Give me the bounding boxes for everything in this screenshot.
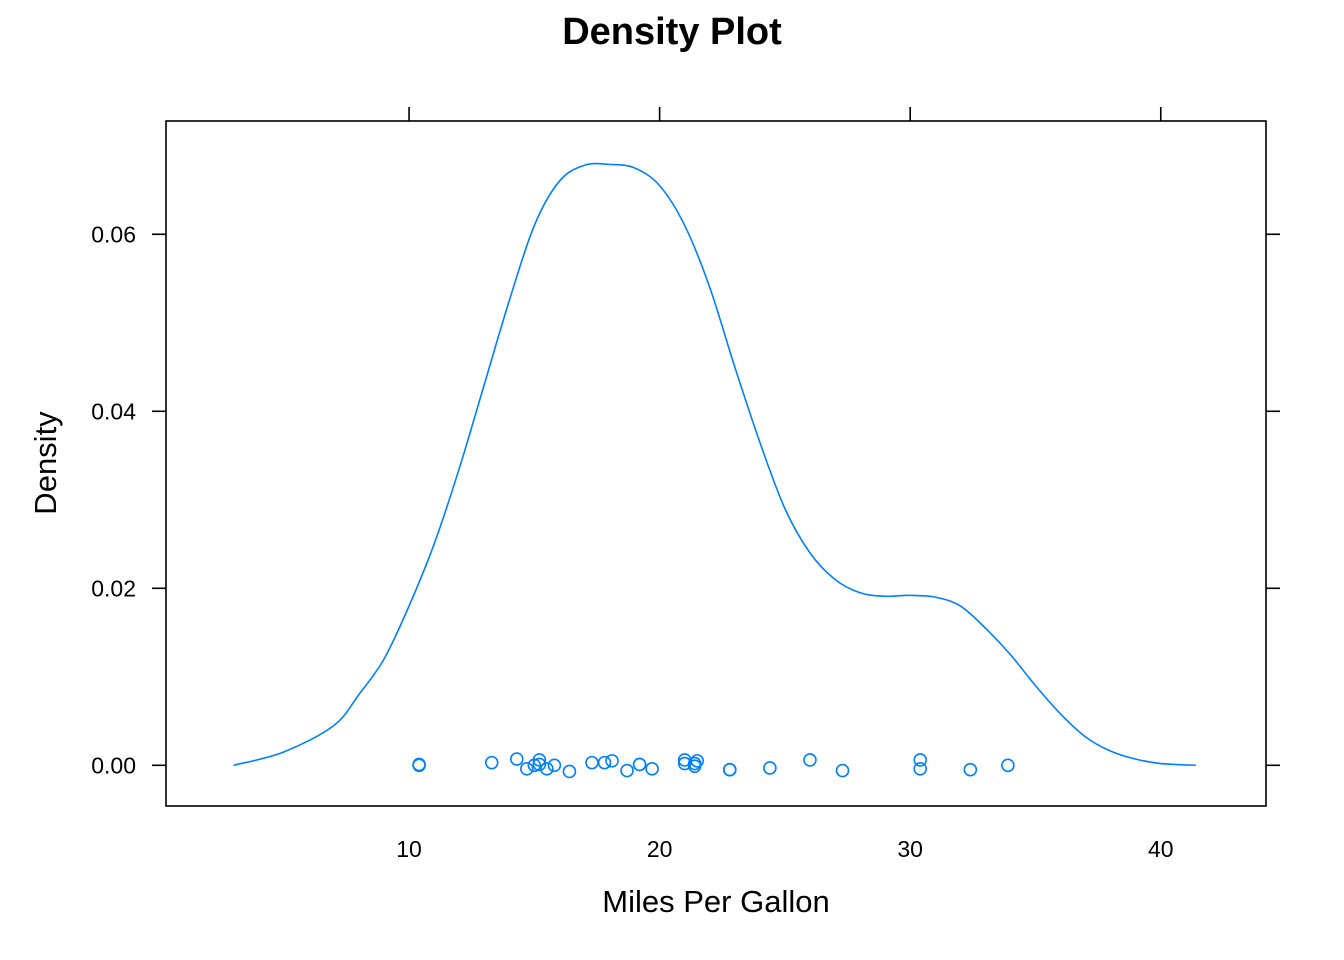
data-points bbox=[412, 752, 1015, 779]
y-tick-label: 0.06 bbox=[91, 221, 136, 247]
data-point bbox=[913, 753, 928, 767]
y-tick-label: 0.02 bbox=[91, 575, 136, 601]
density-curve bbox=[233, 162, 1196, 767]
data-point bbox=[722, 762, 737, 777]
data-point bbox=[677, 756, 692, 771]
data-point bbox=[835, 763, 850, 778]
data-point bbox=[1001, 758, 1015, 773]
data-point bbox=[509, 752, 524, 766]
data-point bbox=[484, 755, 499, 770]
data-point bbox=[597, 755, 612, 770]
data-point bbox=[645, 762, 659, 776]
data-point bbox=[963, 762, 978, 777]
data-point bbox=[913, 762, 928, 776]
data-point bbox=[532, 753, 547, 767]
data-point bbox=[620, 763, 634, 778]
chart-title: Density Plot bbox=[562, 11, 782, 53]
data-point bbox=[520, 762, 534, 776]
x-tick-label: 30 bbox=[897, 836, 923, 862]
data-point bbox=[547, 758, 562, 773]
y-tick-label: 0.00 bbox=[91, 752, 136, 778]
data-point bbox=[605, 754, 619, 768]
y-tick-label: 0.04 bbox=[91, 398, 136, 424]
x-axis-label: Miles Per Gallon bbox=[602, 884, 829, 919]
data-point bbox=[585, 755, 599, 770]
plot-frame bbox=[165, 120, 1267, 807]
data-point bbox=[540, 762, 554, 776]
x-tick-label: 40 bbox=[1148, 836, 1174, 862]
data-point bbox=[763, 761, 777, 775]
data-point bbox=[532, 757, 547, 772]
data-point bbox=[632, 757, 647, 772]
data-point bbox=[687, 756, 702, 771]
axis-tick-labels: 10 20 30 40 0.00 0.02 0.04 0.06 bbox=[91, 221, 1173, 862]
y-axis-label: Density bbox=[28, 411, 63, 515]
axis-ticks bbox=[152, 107, 1280, 767]
data-point bbox=[690, 754, 705, 768]
x-tick-label: 10 bbox=[396, 836, 422, 862]
x-tick-label: 20 bbox=[647, 836, 673, 862]
data-point bbox=[803, 753, 817, 767]
data-point bbox=[412, 757, 426, 772]
data-point bbox=[562, 764, 577, 779]
